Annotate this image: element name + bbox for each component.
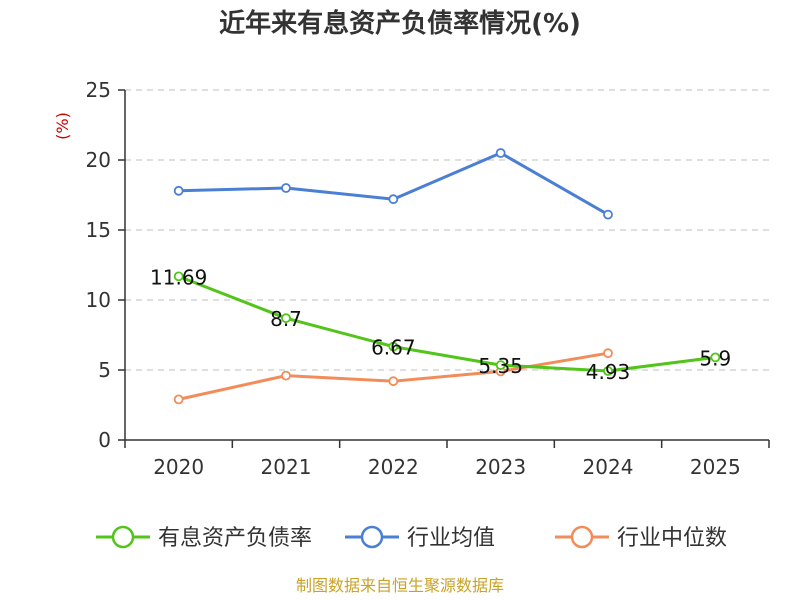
y-tick-label: 15 [86, 218, 111, 242]
data-point [281, 313, 291, 324]
y-tick-label: 0 [98, 428, 111, 452]
data-point [388, 341, 399, 352]
data-point [173, 394, 184, 405]
x-tick-label: 2025 [690, 455, 741, 479]
chart-title: 近年来有息资产负债率情况(%) [219, 8, 581, 39]
legend-marker [570, 525, 594, 549]
x-tick-label: 2020 [153, 455, 204, 479]
y-tick-label: 10 [86, 288, 111, 312]
series-line [177, 351, 610, 401]
legend-label: 有息资产负债率 [158, 526, 312, 551]
series-line [177, 151, 610, 217]
data-point [603, 366, 613, 376]
y-tick-label: 20 [86, 148, 111, 172]
data-label: 11.69 [150, 265, 207, 289]
legend-marker [360, 525, 384, 549]
legend-marker [111, 525, 135, 549]
x-tick-label: 2022 [368, 455, 419, 479]
legend: 有息资产负债率 行业均值 行业中位数 [96, 525, 727, 551]
source-note: 制图数据来自恒生聚源数据库 [296, 576, 504, 595]
y-tick-label: 25 [86, 78, 111, 102]
data-labels: 11.69 8.7 6.67 5.35 4.93 5.9 [150, 265, 731, 384]
data-label: 5.9 [699, 346, 731, 370]
x-tick-label: 2023 [475, 455, 526, 479]
data-point [603, 348, 613, 359]
data-label: 4.93 [586, 360, 631, 384]
data-point [710, 352, 721, 363]
series [173, 148, 721, 405]
data-point [173, 271, 184, 282]
data-label: 6.67 [371, 336, 416, 360]
data-point [173, 185, 184, 196]
x-tick-label: 2024 [583, 455, 634, 479]
legend-label: 行业中位数 [617, 526, 727, 551]
data-point [281, 370, 291, 381]
legend-label: 行业均值 [407, 526, 495, 551]
data-label: 8.7 [270, 307, 302, 331]
data-point [388, 376, 399, 387]
data-point [603, 209, 613, 220]
y-axis-label: (%) [53, 112, 72, 140]
x-tick-label: 2021 [261, 455, 312, 479]
data-label: 5.35 [478, 354, 523, 378]
data-point [495, 360, 506, 371]
data-point [281, 183, 291, 193]
data-point [495, 148, 506, 158]
y-tick-label: 5 [98, 358, 111, 382]
series-line [177, 274, 717, 373]
data-point [388, 194, 399, 205]
grid [125, 89, 769, 371]
